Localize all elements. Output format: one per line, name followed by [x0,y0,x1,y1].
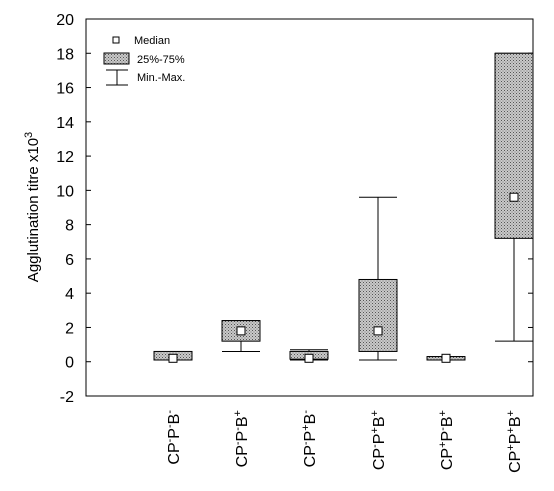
legend-median-marker [112,36,120,44]
y-tick-label: 2 [65,320,74,337]
legend-box-swatch [103,52,130,65]
legend-median-label: Median [134,35,170,47]
box-2 [221,320,261,352]
y-tick-label: 16 [56,81,74,98]
legend-whisker-label: Min.-Max. [137,72,185,84]
box-1 [153,350,193,363]
median-marker [236,326,246,336]
y-tick-label: 0 [65,355,74,372]
category-label: CP-P-B- [164,410,183,465]
median-marker [509,192,519,202]
y-axis-title-text: Agglutination titre x10 [25,138,42,282]
y-tick-label: 4 [65,286,74,303]
category-label: CP+P+B+ [505,410,524,473]
category-label: CP-P+B- [300,410,319,468]
median-marker [373,326,383,336]
box-5 [426,353,466,363]
y-tick-label: 18 [56,46,74,63]
box-3 [289,349,329,363]
y-axis-title: Agglutination titre x103 [23,132,42,282]
y-tick-label: 6 [65,252,74,269]
category-label: CP+P-B+ [437,410,456,470]
category-label: CP-P-B+ [232,410,251,467]
legend-box-label: 25%-75% [137,54,185,66]
y-axis-tick-labels: -2 0 2 4 6 8 10 12 14 16 18 20 [56,12,74,406]
y-tick-label: 8 [65,218,74,235]
y-tick-label: 14 [56,115,74,132]
box-6 [494,52,534,342]
box-series [153,52,534,363]
median-marker [304,353,314,363]
iqr-box [494,52,534,239]
y-tick-label: 10 [56,183,74,200]
box-4 [358,196,398,361]
median-marker [441,353,451,363]
y-tick-label: 20 [56,12,74,29]
y-axis-title-superscript: 3 [23,132,35,138]
y-tick-label: -2 [60,389,74,406]
median-marker [168,353,178,363]
iqr-box [358,278,398,352]
legend-whisker-symbol [106,69,128,86]
legend: Median 25%-75% Min.-Max. [103,35,185,86]
x-axis-category-labels: CP-P-B- CP-P-B+ CP-P+B- CP-P+B+ CP+P-B+ CP+P+… [164,410,524,473]
category-label: CP-P+B+ [369,410,388,470]
y-tick-label: 12 [56,149,74,166]
